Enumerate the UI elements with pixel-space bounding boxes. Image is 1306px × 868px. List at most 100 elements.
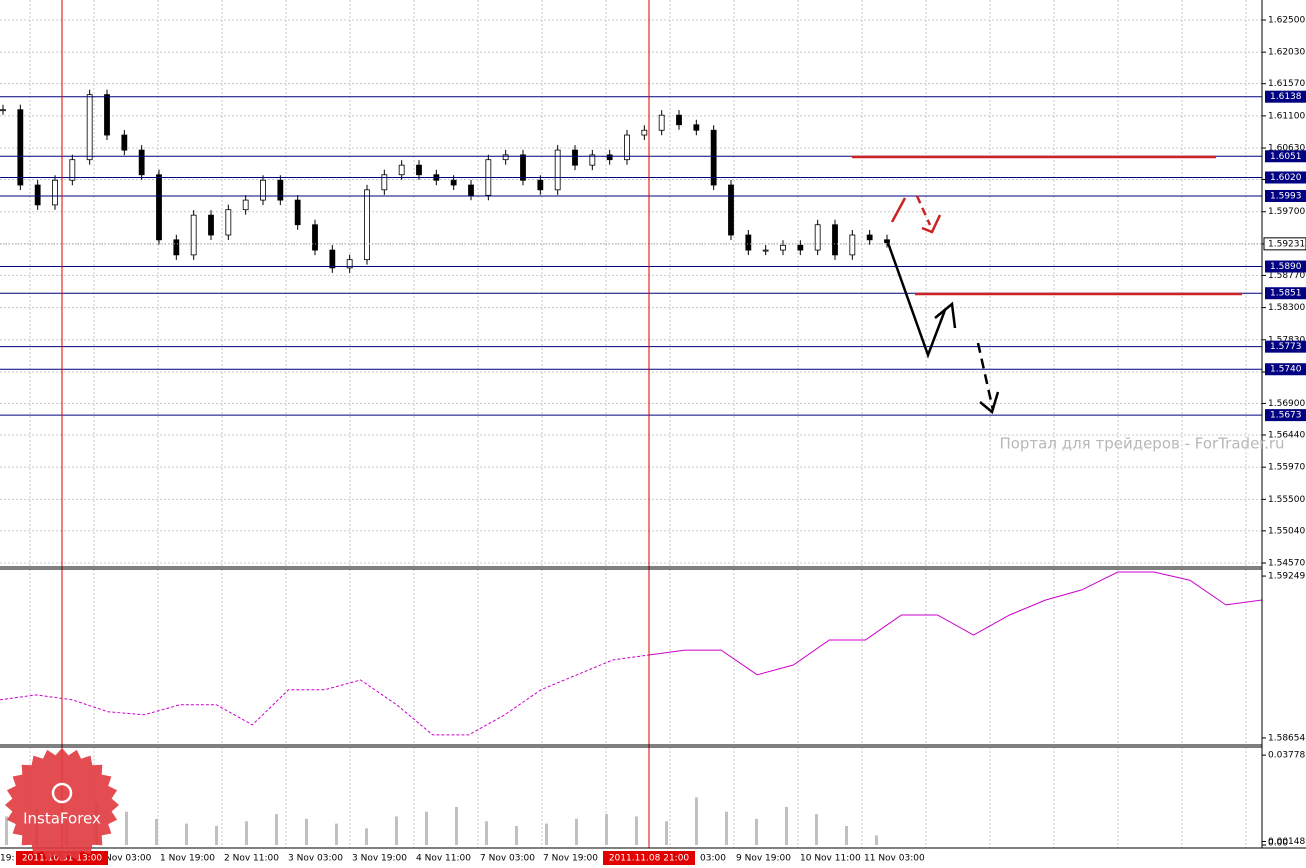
candle [537, 179, 544, 191]
candle [572, 149, 578, 166]
grid [0, 0, 1262, 848]
volume-bar [545, 823, 548, 845]
volume-bar [575, 818, 578, 845]
candle [329, 249, 336, 269]
candle [364, 189, 370, 261]
y-tick-label: 1.59249 [1268, 572, 1305, 582]
volume-bar [245, 821, 248, 845]
volume-bar [155, 818, 158, 845]
logo-icon [51, 782, 73, 804]
volume-bar [875, 835, 878, 845]
y-tick-label: 1.55970 [1268, 463, 1305, 473]
alt-arrow [890, 197, 907, 223]
annotations [852, 155, 1242, 415]
x-tick-label: 4 Nov 11:00 [416, 854, 471, 864]
level-label-box [1265, 260, 1306, 273]
y-tick-label: 1.56440 [1268, 430, 1305, 440]
level-label: 1.5851 [1270, 289, 1302, 299]
forecast-arrow [885, 239, 947, 359]
y-tick-label: 1.57830 [1268, 335, 1305, 345]
candle [294, 199, 301, 226]
x-tick-label: 19: [0, 854, 14, 864]
logo: InstaForex [5, 748, 119, 862]
candle [710, 129, 717, 186]
candle [520, 154, 526, 181]
candle [745, 234, 752, 251]
volume-bar [785, 806, 788, 845]
level-label-box [1265, 287, 1306, 300]
y-tick-label: 1.58300 [1268, 303, 1305, 313]
y-tick-label: 0.03778 [1268, 751, 1305, 761]
y-tick-label: 1.56900 [1268, 399, 1305, 409]
level-label-box [1265, 340, 1306, 353]
volume-bar [635, 816, 638, 845]
watermark: Портал для трейдеров - ForTrader.ru [999, 435, 1284, 453]
x-tick-label: 11 Nov 03:00 [864, 854, 925, 864]
candle [450, 179, 457, 186]
volume-bar [5, 816, 8, 845]
candle [589, 154, 596, 166]
marker-label: 2011.11.08 21:00 [609, 854, 690, 864]
candle [381, 174, 388, 191]
candle [69, 159, 76, 181]
logo-text: InstaForex [23, 810, 101, 828]
volume-bar [425, 811, 428, 845]
x-tick-label: 3 Nov 19:00 [352, 854, 407, 864]
level-label-box [1265, 150, 1306, 163]
level-label: 1.6020 [1270, 173, 1302, 183]
volume-bar [755, 818, 758, 845]
candle [676, 114, 682, 126]
y-tick-label: 1.59700 [1268, 207, 1305, 217]
y-tick-label: 1.55500 [1268, 495, 1305, 505]
volume-bar [275, 814, 278, 845]
candle [416, 164, 422, 176]
volume-bar [665, 821, 668, 845]
level-label: 1.5890 [1270, 262, 1302, 272]
alt-arrow [915, 195, 932, 226]
x-tick-label: 03:00 [700, 854, 726, 864]
volume-bar [215, 825, 218, 845]
volume-bar [335, 823, 338, 845]
candle [138, 149, 145, 176]
level-label: 1.6138 [1270, 92, 1302, 102]
candle [728, 184, 734, 236]
candle [17, 109, 24, 186]
volume-bar [845, 825, 848, 845]
x-tick-label: Nov 03:00 [105, 854, 152, 864]
candle [104, 94, 110, 136]
volume-bar [695, 797, 698, 845]
current-price-label: 1.59231 [1268, 239, 1305, 249]
candle [832, 224, 838, 256]
candle [866, 234, 873, 241]
volume-bar [365, 828, 368, 845]
candle [190, 214, 197, 256]
level-label-box [1265, 363, 1306, 376]
candle [606, 154, 613, 161]
current-price-box [1263, 237, 1306, 251]
x-tick-label: 2 Nov 11:00 [224, 854, 279, 864]
y-tick-label: 1.61100 [1268, 111, 1305, 121]
y-tick-label: 1.61570 [1268, 79, 1305, 89]
logo-badge [5, 748, 119, 862]
candle [849, 234, 856, 256]
marker-label-box [603, 851, 695, 865]
candle [398, 164, 405, 176]
y-tick-label: 1.58770 [1268, 271, 1305, 281]
candle [346, 259, 353, 269]
y-tick-label: 0.00 [1268, 839, 1288, 849]
volume-bar [395, 816, 398, 845]
candle [156, 174, 162, 241]
level-label-box [1265, 189, 1306, 202]
candle [502, 154, 509, 161]
arrow-head [979, 391, 1000, 415]
candle [121, 134, 128, 151]
arrow-head [921, 214, 942, 234]
level-label: 1.5673 [1270, 411, 1302, 421]
volume-bar [125, 811, 128, 845]
candle [312, 224, 318, 251]
alt-arrow [976, 342, 995, 411]
x-tick-label: 9 Nov 19:00 [736, 854, 791, 864]
level-label: 1.6051 [1270, 152, 1302, 162]
candle [658, 114, 665, 131]
